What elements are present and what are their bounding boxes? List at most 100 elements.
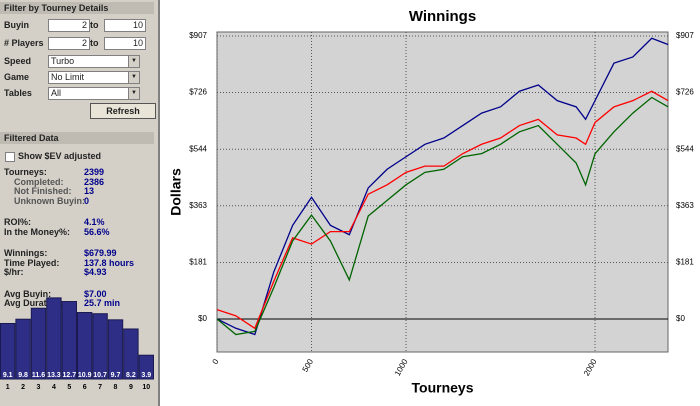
histogram-bar [92, 313, 108, 380]
checkbox-label: Show $EV adjusted [18, 151, 102, 161]
stat-label: Not Finished: [14, 186, 72, 196]
select[interactable]: All [48, 87, 138, 100]
bar-label: 13.3 [47, 372, 61, 379]
bar-label: 10.7 [93, 372, 107, 379]
stat-label: Avg Buyin: [4, 288, 52, 299]
stat-label: Avg Duration: [4, 298, 64, 308]
plot-area [216, 31, 669, 353]
histogram-bar [107, 319, 124, 380]
filter-label: Buyin [4, 20, 30, 30]
y-tick-label-right: $0 [676, 314, 685, 323]
line-series [216, 96, 669, 336]
filter-from[interactable]: 2 [48, 19, 90, 32]
filter-to[interactable]: 10 [104, 19, 146, 32]
histogram-bar [0, 322, 16, 380]
select-label: Speed [4, 56, 32, 66]
histogram-bar [123, 328, 139, 380]
histogram-bar [30, 307, 47, 380]
histogram-bar [61, 301, 77, 380]
y-tick-label: $544 [189, 144, 207, 153]
filter-label: # Players [4, 38, 44, 48]
stat-label: Time Played: [4, 257, 60, 268]
select-arrow: ▼ [128, 71, 140, 84]
x-axis-label: Tourneys [412, 380, 474, 396]
x-tick-label: 1000 [393, 357, 410, 377]
stat-label: Tourneys: [4, 167, 47, 177]
select[interactable]: No Limit [48, 71, 138, 84]
stat-value: 56.6% [84, 226, 110, 237]
stat-value: 25.7 min [84, 298, 121, 308]
select-label: Tables [4, 88, 32, 98]
bar-label: 9.7 [111, 372, 121, 379]
line-series [216, 37, 669, 336]
y-tick-label: $0 [198, 314, 207, 323]
filter-from[interactable]: 2 [48, 37, 90, 50]
stat-label: Completed: [14, 176, 64, 187]
stat-value: 0 [84, 195, 90, 206]
select-label: Game [4, 72, 30, 82]
chart-title: Winnings [409, 8, 476, 25]
bar-label: 11.6 [32, 372, 45, 379]
y-tick-label-right: $726 [676, 88, 694, 97]
stat-value: 2386 [84, 176, 105, 187]
select[interactable]: Turbo [48, 55, 138, 68]
chart: Winnings Tourneys Dollars $0 $0 $181 $181 $363 $… [168, 8, 695, 396]
y-tick-label: $181 [189, 258, 207, 267]
stat-label: In the Money%: [4, 226, 71, 237]
histogram-x-label: 6 [83, 384, 87, 391]
bar-label: 9.8 [18, 372, 28, 379]
stat-value: 4.1% [84, 217, 105, 227]
checkbox[interactable] [5, 152, 15, 162]
bar-label: 12.7 [62, 372, 76, 379]
filter-header: Filter by Tourney Details [0, 2, 154, 14]
y-tick-label: $363 [189, 201, 207, 210]
x-tick-label: 2000 [582, 357, 599, 377]
bar-label: 8.2 [126, 372, 136, 379]
histogram-x-label: 4 [52, 384, 56, 391]
y-tick-label: $726 [189, 88, 207, 97]
sidebar: Filter by Tourney Details Buyin 2 to 10 # Pla… [0, 0, 160, 406]
stat-value: 13 [84, 186, 95, 196]
select-arrow: ▼ [128, 87, 140, 100]
y-axis-label: Dollars [168, 168, 184, 216]
filter-to[interactable]: 10 [104, 37, 146, 50]
data-header: Filtered Data [0, 132, 154, 144]
histogram-x-label: 1 [6, 384, 10, 391]
stat-value: $7.00 [84, 288, 107, 299]
y-tick-label: $907 [189, 31, 207, 40]
histogram-bar [138, 354, 155, 380]
histogram-x-label: 8 [114, 384, 118, 391]
histogram-x-label: 2 [21, 384, 25, 391]
histogram-x-label: 10 [142, 384, 150, 391]
line-series [216, 90, 669, 330]
histogram-x-label: 7 [98, 384, 102, 391]
stat-value: $679.99 [84, 248, 117, 258]
bar-label: 3.9 [141, 372, 151, 379]
stat-label: Unknown Buyin: [14, 195, 85, 206]
select-arrow: ▼ [128, 55, 140, 68]
filter-sep: to [90, 38, 99, 48]
stat-value: $4.93 [84, 267, 107, 277]
y-tick-label-right: $544 [676, 144, 694, 153]
histogram: 9.1 1 9.8 2 11.6 3 13.3 4 12.7 5 10.9 6 10.7 7 9.7 8 8.2… [0, 297, 155, 391]
x-tick-label: 500 [301, 357, 316, 374]
y-tick-label-right: $363 [676, 201, 694, 210]
stat-label: $/hr: [4, 267, 24, 277]
x-tick-label: 0 [211, 357, 221, 366]
histogram-x-label: 5 [67, 384, 71, 391]
refresh-button[interactable]: Refresh [90, 103, 156, 119]
histogram-x-label: 9 [129, 384, 133, 391]
histogram-bar [15, 318, 31, 380]
y-tick-label-right: $907 [676, 31, 694, 40]
bar-label: 9.1 [3, 372, 13, 379]
histogram-bar [77, 312, 93, 380]
stat-value: 137.8 hours [84, 257, 135, 268]
stat-value: 2399 [84, 167, 105, 177]
stat-label: Winnings: [4, 248, 48, 258]
histogram-x-label: 3 [37, 384, 41, 391]
histogram-bar [46, 297, 62, 380]
filter-sep: to [90, 20, 99, 30]
y-tick-label-right: $181 [676, 258, 694, 267]
stat-label: ROI%: [4, 217, 31, 227]
